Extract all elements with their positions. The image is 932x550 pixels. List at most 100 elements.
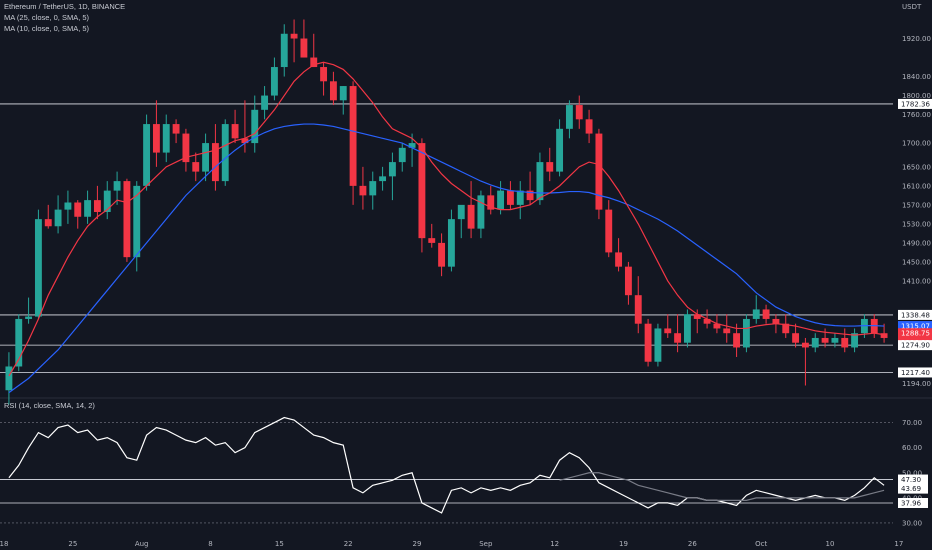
candle-body — [438, 242, 446, 267]
x-tick-label: 15 — [275, 540, 284, 548]
candle-body — [369, 181, 377, 196]
x-tick-label: 17 — [894, 540, 903, 548]
price-tick-label: 1530.00 — [902, 220, 931, 228]
price-tick-label: 1840.00 — [902, 73, 931, 81]
candle-body — [880, 333, 888, 338]
candle-body — [811, 337, 819, 348]
candle-body — [64, 202, 72, 210]
candle-body — [379, 176, 387, 182]
price-tag-bg — [898, 98, 932, 109]
candle-body — [447, 219, 455, 267]
rsi-ma-line — [559, 472, 885, 501]
price-tick-label: 1570.00 — [902, 201, 931, 209]
candle-body — [556, 128, 564, 172]
candle-body — [300, 38, 308, 58]
candle-body — [428, 238, 436, 243]
candle-body — [280, 33, 288, 68]
price-tick-label: 1410.00 — [902, 277, 931, 285]
price-tag-label: 1782.36 — [901, 100, 930, 108]
candle-body — [605, 209, 613, 253]
candle-body — [261, 95, 269, 110]
candle-body — [615, 252, 623, 267]
candle-body — [752, 309, 760, 319]
candle-body — [782, 323, 790, 334]
price-tag-bg — [898, 321, 932, 332]
price-tick-label: 1610.00 — [902, 182, 931, 190]
price-tag-label: 1217.40 — [901, 369, 930, 377]
candle-body — [733, 333, 741, 348]
candle-body — [693, 314, 701, 319]
candle-body — [683, 314, 691, 343]
candle-body — [388, 162, 396, 177]
ma25-line — [8, 123, 885, 394]
candle-body — [644, 323, 652, 362]
legend-symbol: Ethereum / TetherUS, 1D, BINANCE — [4, 2, 126, 11]
candle-body — [162, 124, 170, 153]
candle-body — [143, 124, 151, 186]
candle-body — [634, 295, 642, 324]
candle-body — [74, 202, 82, 217]
candle-body — [595, 133, 603, 210]
candle-body — [821, 337, 829, 343]
price-tick-label: 1490.00 — [902, 239, 931, 247]
rsi-tag-bg — [898, 483, 928, 494]
candle-body — [211, 143, 219, 182]
candle-body — [241, 138, 249, 144]
price-tag-label: 1338.48 — [901, 311, 930, 319]
candle-body — [624, 266, 632, 296]
candle-body — [54, 209, 62, 227]
x-tick-label: 18 — [0, 540, 8, 548]
candle-body — [15, 318, 23, 367]
candle-body — [713, 323, 721, 329]
candle-body — [113, 181, 121, 191]
candle-body — [723, 328, 731, 334]
candle-body — [310, 57, 318, 68]
price-tag-label: 1288.75 — [901, 330, 930, 338]
candle-body — [270, 67, 278, 96]
price-tick-label: 1920.00 — [902, 35, 931, 43]
price-tick-label: 1760.00 — [902, 111, 931, 119]
candle-body — [536, 162, 544, 201]
rsi-tag-label: 37.96 — [901, 499, 922, 507]
candle-body — [526, 190, 534, 201]
price-tag-bg — [898, 309, 932, 320]
candle-body — [762, 309, 770, 319]
rsi-tick-label: 70.00 — [902, 419, 922, 427]
x-tick-label: 22 — [344, 540, 353, 548]
candle-body — [5, 366, 13, 391]
price-tick-label: 1700.00 — [902, 140, 931, 148]
candle-body — [477, 195, 485, 229]
candle-body — [841, 337, 849, 348]
candle-body — [103, 190, 111, 213]
legend-rsi: RSI (14, close, SMA, 14, 2) — [4, 401, 95, 410]
rsi-line — [8, 416, 885, 514]
price-tick-label: 1650.00 — [902, 163, 931, 171]
candle-body — [506, 190, 514, 205]
price-axis-currency: USDT — [902, 3, 922, 11]
x-tick-label: 29 — [413, 540, 422, 548]
candle-body — [320, 67, 328, 82]
candle-body — [487, 195, 495, 210]
candle-body — [93, 200, 101, 213]
candle-body — [654, 328, 662, 362]
rsi-tick-label: 30.00 — [902, 519, 922, 527]
candle-body — [34, 219, 42, 317]
price-tag-label: 1274.90 — [901, 342, 930, 350]
candle-body — [290, 33, 298, 39]
price-tick-label: 1800.00 — [902, 92, 931, 100]
candle-body — [772, 318, 780, 324]
x-tick-label: 8 — [208, 540, 212, 548]
x-tick-label: Sep — [479, 540, 493, 548]
x-tick-label: 26 — [688, 540, 697, 548]
candle-body — [742, 318, 750, 348]
candle-body — [801, 342, 809, 348]
candle-body — [674, 333, 682, 343]
x-tick-label: Aug — [135, 540, 149, 548]
candle-body — [182, 133, 190, 163]
candle-body — [703, 318, 711, 324]
x-tick-label: 12 — [550, 540, 559, 548]
candle-body — [575, 105, 583, 120]
ma10-line — [8, 61, 885, 377]
rsi-tick-label: 50.00 — [902, 469, 922, 477]
